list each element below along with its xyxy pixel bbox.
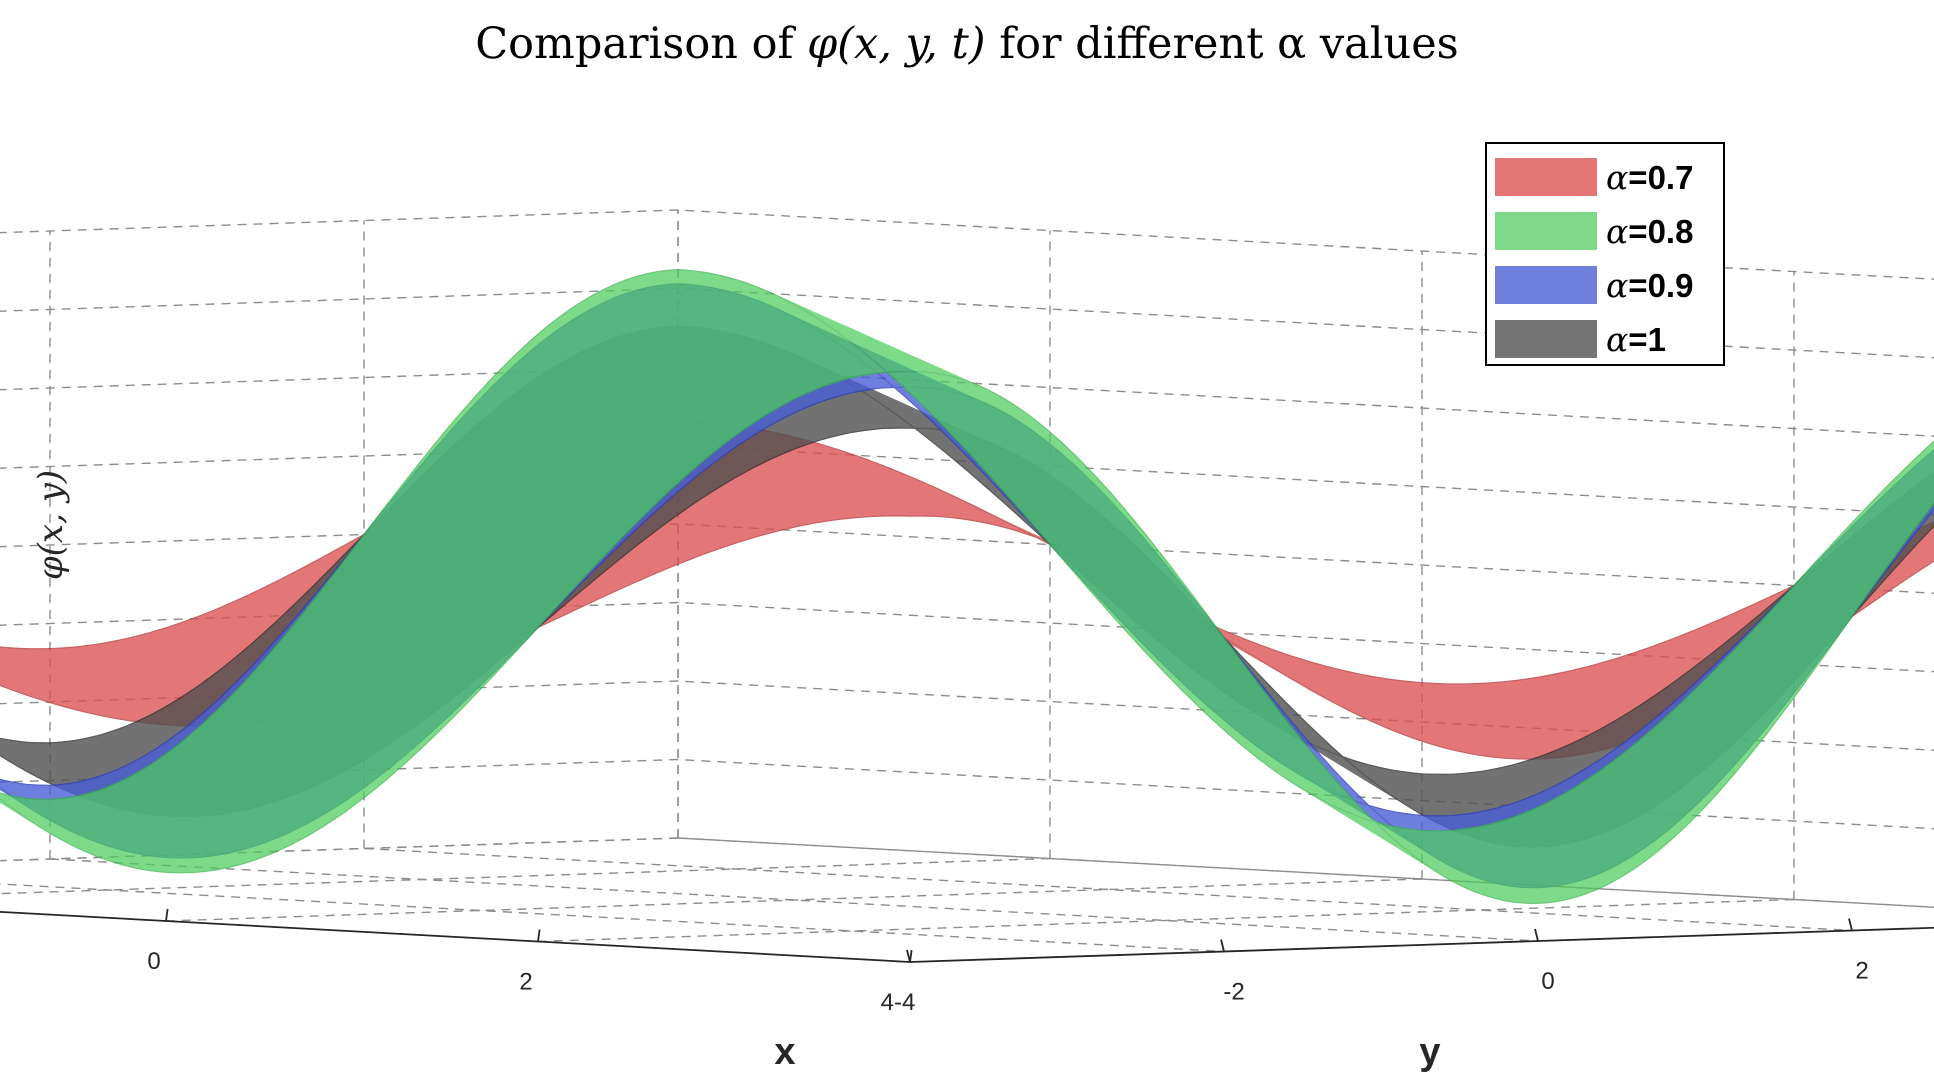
grid-line-z-1: [0, 758, 1934, 830]
grid-line-x-floor-3: [537, 898, 1795, 943]
y-axis-line: [909, 926, 1934, 963]
surface-3-strip-92: [1927, 440, 1934, 450]
legend-label-3: α=1: [1606, 320, 1666, 359]
grid-line-y-floor-1: [0, 883, 1225, 953]
legend-alpha-0: α: [1606, 158, 1628, 197]
x-tick-label-2: 0: [147, 948, 160, 975]
legend-label-1: α=0.8: [1606, 212, 1693, 251]
legend-label-2: α=0.9: [1606, 266, 1693, 305]
grid-line-x-floor-4: [909, 927, 1934, 963]
legend-alpha-3: α: [1606, 320, 1628, 359]
legend-value-0: =0.7: [1628, 159, 1693, 196]
chart-title: Comparison of φ(x, y, t) for different α…: [475, 19, 1459, 69]
legend-swatch-0: [1495, 158, 1597, 196]
y-tick-0: [906, 949, 911, 963]
z-axis-label: φ(x, y): [31, 470, 71, 580]
y-tick-label-3: 2: [1855, 958, 1868, 985]
legend-swatch-2: [1495, 266, 1597, 304]
grid-line-y-floor-4: [677, 837, 1934, 908]
surface-3-edge-x-0: [0, 269, 679, 801]
x-tick-label-4: 4-4: [881, 989, 916, 1016]
surface-3: [0, 269, 1934, 905]
y-tick-3: [1848, 918, 1853, 931]
y-tick-2: [1534, 928, 1539, 942]
y-axis-label: y: [1419, 1031, 1440, 1073]
legend-alpha-1: α: [1606, 212, 1628, 251]
tick-layer: -0.2-0.15-0.1-0.0500.050.10.150.2-4-2024…: [147, 908, 1869, 1016]
surface-3-edge-x-1: [909, 370, 1934, 905]
legend-value-3: =1: [1628, 321, 1666, 358]
legend-value-2: =0.9: [1628, 267, 1693, 304]
grid-line-z-3: [0, 601, 1934, 673]
surface-3-edge-y-1: [677, 269, 1934, 832]
title-prefix: Comparison of: [475, 19, 807, 69]
legend-swatch-1: [1495, 212, 1597, 250]
y-tick-label-2: 0: [1541, 968, 1554, 995]
y-tick-1: [1220, 939, 1225, 952]
legend-swatch-3: [1495, 320, 1597, 358]
legend-value-1: =0.8: [1628, 213, 1693, 250]
surface-layer: [0, 269, 1934, 905]
title-math: φ(x, y, t): [807, 19, 985, 69]
surface-3-strip-91: [1897, 446, 1934, 494]
x-tick-3: [537, 929, 541, 942]
title-suffix: for different α values: [986, 19, 1459, 69]
x-axis-line: [0, 910, 911, 963]
grid-line-y-floor-0: [0, 911, 911, 963]
legend: α=0.7α=0.8α=0.9α=1: [1485, 142, 1725, 366]
grid-line-y-floor-2: [49, 858, 1539, 942]
legend-alpha-2: α: [1606, 266, 1628, 305]
grid-line-x-floor-2: [165, 878, 1423, 922]
grid-line-y-floor-3: [363, 847, 1853, 932]
legend-label-0: α=0.7: [1606, 158, 1693, 197]
grid-line-z-2: [0, 680, 1934, 751]
y-tick-label-1: -2: [1223, 979, 1244, 1006]
surface-3-edge-y-0: [0, 370, 911, 874]
x-axis-label: x: [774, 1031, 795, 1073]
x-tick-2: [165, 908, 169, 922]
x-tick-label-3: 2: [519, 969, 532, 996]
